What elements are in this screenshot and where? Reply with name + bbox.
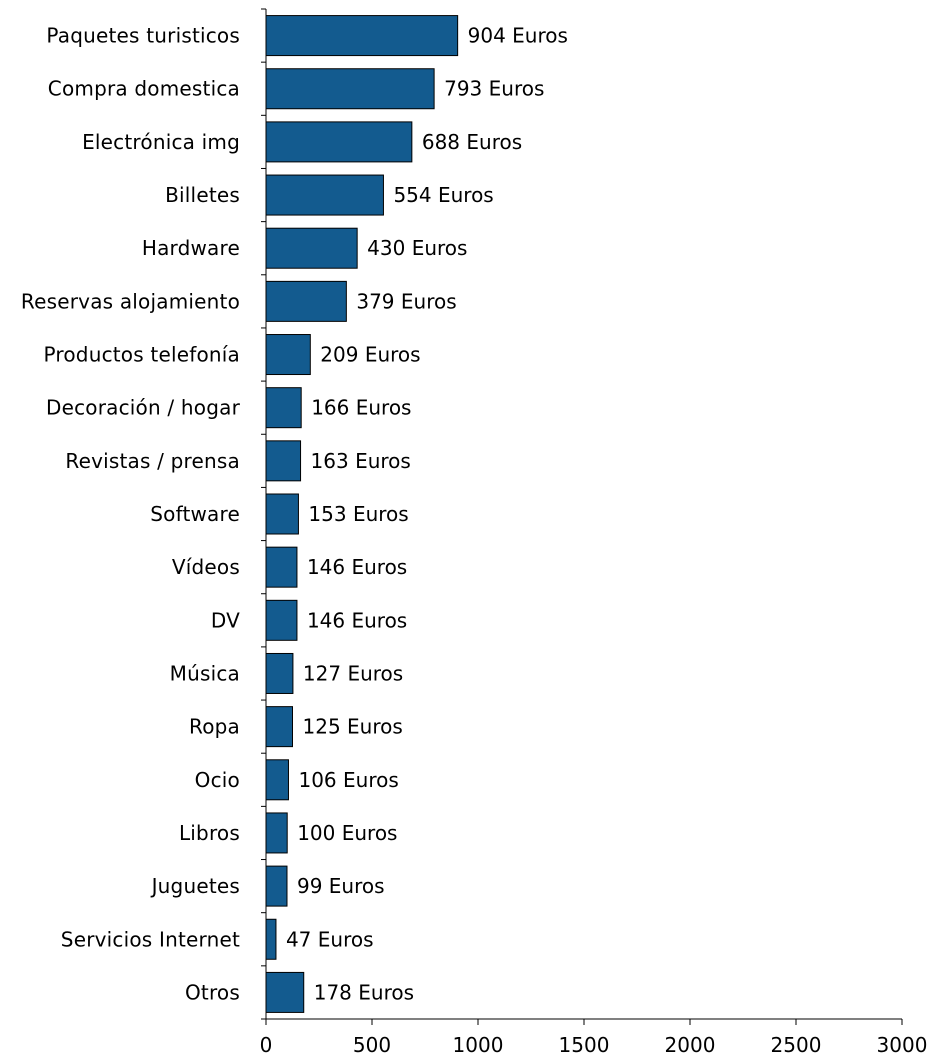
data-label: 793 Euros bbox=[444, 77, 544, 101]
bar bbox=[265, 546, 298, 588]
category-label: Vídeos bbox=[172, 555, 240, 579]
data-label: 209 Euros bbox=[320, 343, 420, 367]
plot-area: 0 500 1000 1500 2000 2500 3000 Paquetes turisti… bbox=[21, 8, 928, 1057]
category-label: Otros bbox=[185, 980, 240, 1004]
bar bbox=[265, 865, 288, 907]
data-label: 153 Euros bbox=[308, 502, 408, 526]
bar bbox=[265, 68, 435, 110]
bar bbox=[265, 15, 459, 57]
bar bbox=[265, 121, 413, 163]
category-label: Juguetes bbox=[150, 874, 240, 898]
x-tick-label: 3000 bbox=[877, 1033, 928, 1057]
x-tick-label: 0 bbox=[260, 1033, 273, 1057]
data-label: 178 Euros bbox=[314, 980, 414, 1004]
bar bbox=[265, 812, 288, 854]
data-label: 127 Euros bbox=[303, 661, 403, 685]
category-label: Servicios Internet bbox=[61, 927, 240, 951]
data-label: 554 Euros bbox=[393, 183, 493, 207]
category-label: Música bbox=[170, 661, 240, 685]
category-label: Billetes bbox=[165, 183, 240, 207]
bar bbox=[265, 918, 277, 960]
data-label: 379 Euros bbox=[356, 289, 456, 313]
data-label: 166 Euros bbox=[311, 396, 411, 420]
data-label: 47 Euros bbox=[286, 927, 374, 951]
category-label: Hardware bbox=[142, 236, 240, 260]
category-label: Reservas alojamiento bbox=[21, 289, 240, 313]
x-tick-label: 2500 bbox=[771, 1033, 822, 1057]
data-label: 146 Euros bbox=[307, 608, 407, 632]
bar bbox=[265, 440, 302, 482]
x-tick-label: 500 bbox=[353, 1033, 391, 1057]
category-label: Decoración / hogar bbox=[46, 396, 241, 420]
bar bbox=[265, 387, 302, 429]
bar bbox=[265, 227, 358, 269]
bar bbox=[265, 706, 293, 748]
x-tick-label: 2000 bbox=[665, 1033, 716, 1057]
category-label: Ocio bbox=[195, 768, 240, 792]
bar bbox=[265, 280, 347, 322]
bar bbox=[265, 334, 311, 376]
category-label: Revistas / prensa bbox=[65, 449, 240, 473]
bar bbox=[265, 599, 298, 641]
category-label: Software bbox=[150, 502, 240, 526]
data-label: 146 Euros bbox=[307, 555, 407, 579]
data-label: 904 Euros bbox=[468, 24, 568, 48]
x-tick-label: 1000 bbox=[453, 1033, 504, 1057]
category-label: Electrónica img bbox=[82, 130, 240, 154]
bar bbox=[265, 971, 305, 1013]
data-label: 125 Euros bbox=[303, 715, 403, 739]
data-label: 163 Euros bbox=[311, 449, 411, 473]
category-label: Ropa bbox=[189, 715, 240, 739]
category-label: Paquetes turisticos bbox=[46, 24, 240, 48]
data-label: 430 Euros bbox=[367, 236, 467, 260]
data-label: 99 Euros bbox=[297, 874, 385, 898]
category-label: Productos telefonía bbox=[43, 343, 240, 367]
bar bbox=[265, 174, 384, 216]
category-label: Libros bbox=[179, 821, 240, 845]
bar bbox=[265, 652, 294, 694]
bar bbox=[265, 493, 299, 535]
x-tick-label: 1500 bbox=[559, 1033, 610, 1057]
data-label: 688 Euros bbox=[422, 130, 522, 154]
category-label: Compra domestica bbox=[48, 77, 240, 101]
bar bbox=[265, 759, 289, 801]
category-label: DV bbox=[211, 608, 240, 632]
data-label: 106 Euros bbox=[298, 768, 398, 792]
data-label: 100 Euros bbox=[297, 821, 397, 845]
